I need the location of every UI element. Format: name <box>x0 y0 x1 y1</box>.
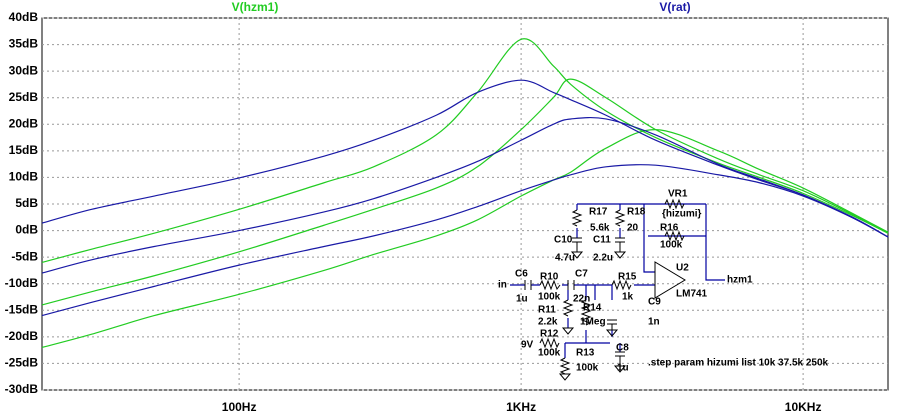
y-tick-label: 35dB <box>9 37 39 51</box>
ground-symbols <box>558 251 627 381</box>
y-tick-label: 15dB <box>9 143 39 157</box>
schematic-label: 20 <box>627 223 639 234</box>
schematic-label: .step param hizumi list 10k 37.5k 250k <box>648 358 829 369</box>
schematic-label: VR1 <box>668 189 688 200</box>
legend-entry: V(rat) <box>659 0 690 14</box>
y-tick-label: -25dB <box>5 356 39 370</box>
schematic-label: 4.7u <box>555 253 575 264</box>
schematic-label: C9 <box>648 297 661 308</box>
schematic-label: C7 <box>575 269 588 280</box>
schematic-label: C8 <box>616 343 629 354</box>
schematic-label: R16 <box>660 223 679 234</box>
schematic-label: 100k <box>538 348 561 359</box>
schematic-label: hzm1 <box>727 275 753 286</box>
y-tick-label: 20dB <box>9 116 39 130</box>
schematic: R17 5.6k R18 20 VR1 {hizumi} R16 100k C1… <box>498 189 829 381</box>
schematic-label: 9V <box>521 340 534 351</box>
schematic-label: 1u <box>516 294 528 305</box>
series-line <box>41 38 889 264</box>
schematic-label: C10 <box>554 235 573 246</box>
y-tick-label: 25dB <box>9 90 39 104</box>
schematic-label: 1u <box>617 363 629 374</box>
y-tick-label: -5dB <box>11 249 38 263</box>
series-line <box>41 79 889 238</box>
x-tick-label: 1KHz <box>506 400 536 414</box>
schematic-label: R17 <box>589 207 608 218</box>
y-tick-label: 5dB <box>15 196 38 210</box>
schematic-label: U2 <box>676 263 689 274</box>
schematic-wires <box>510 203 725 358</box>
schematic-label: R10 <box>540 272 559 283</box>
schematic-label: R13 <box>576 348 595 359</box>
schematic-label: 1k <box>622 292 634 303</box>
schematic-label: R15 <box>618 272 637 283</box>
y-tick-label: 40dB <box>9 10 39 24</box>
schematic-label: in <box>498 280 507 291</box>
schematic-label: 100k <box>660 240 683 251</box>
y-tick-label: -30dB <box>5 382 39 396</box>
legend-entry: V(hzm1) <box>232 0 279 14</box>
schematic-label: 1Meg <box>580 317 606 328</box>
series-line <box>41 116 889 274</box>
series-line <box>41 164 889 317</box>
series-line <box>41 78 889 306</box>
schematic-label: C11 <box>593 235 611 246</box>
plot-area <box>41 17 889 391</box>
schematic-label: LM741 <box>676 289 708 300</box>
schematic-label: 2.2u <box>593 253 613 264</box>
schematic-label: 1n <box>648 317 660 328</box>
schematic-label: 100k <box>538 292 561 303</box>
y-tick-label: -15dB <box>5 302 39 316</box>
schematic-label: R11 <box>538 305 556 316</box>
y-tick-label: 10dB <box>9 170 39 184</box>
schematic-parts <box>524 198 686 375</box>
schematic-label: 2.2k <box>538 317 558 328</box>
y-tick-label: 0dB <box>15 223 38 237</box>
schematic-label: R18 <box>627 207 646 218</box>
x-tick-label: 100Hz <box>222 400 257 414</box>
series-line <box>41 128 889 349</box>
schematic-label: {hizumi} <box>662 209 702 220</box>
schematic-label: 100k <box>576 363 599 374</box>
y-tick-label: -20dB <box>5 329 39 343</box>
schematic-label: 22n <box>573 294 590 305</box>
schematic-label: R14 <box>583 303 602 314</box>
schematic-label: C6 <box>515 269 528 280</box>
y-tick-label: 30dB <box>9 63 39 77</box>
schematic-label: 5.6k <box>590 223 610 234</box>
schematic-label: R12 <box>540 329 559 340</box>
y-tick-label: -10dB <box>5 276 39 290</box>
x-tick-label: 10KHz <box>785 400 822 414</box>
